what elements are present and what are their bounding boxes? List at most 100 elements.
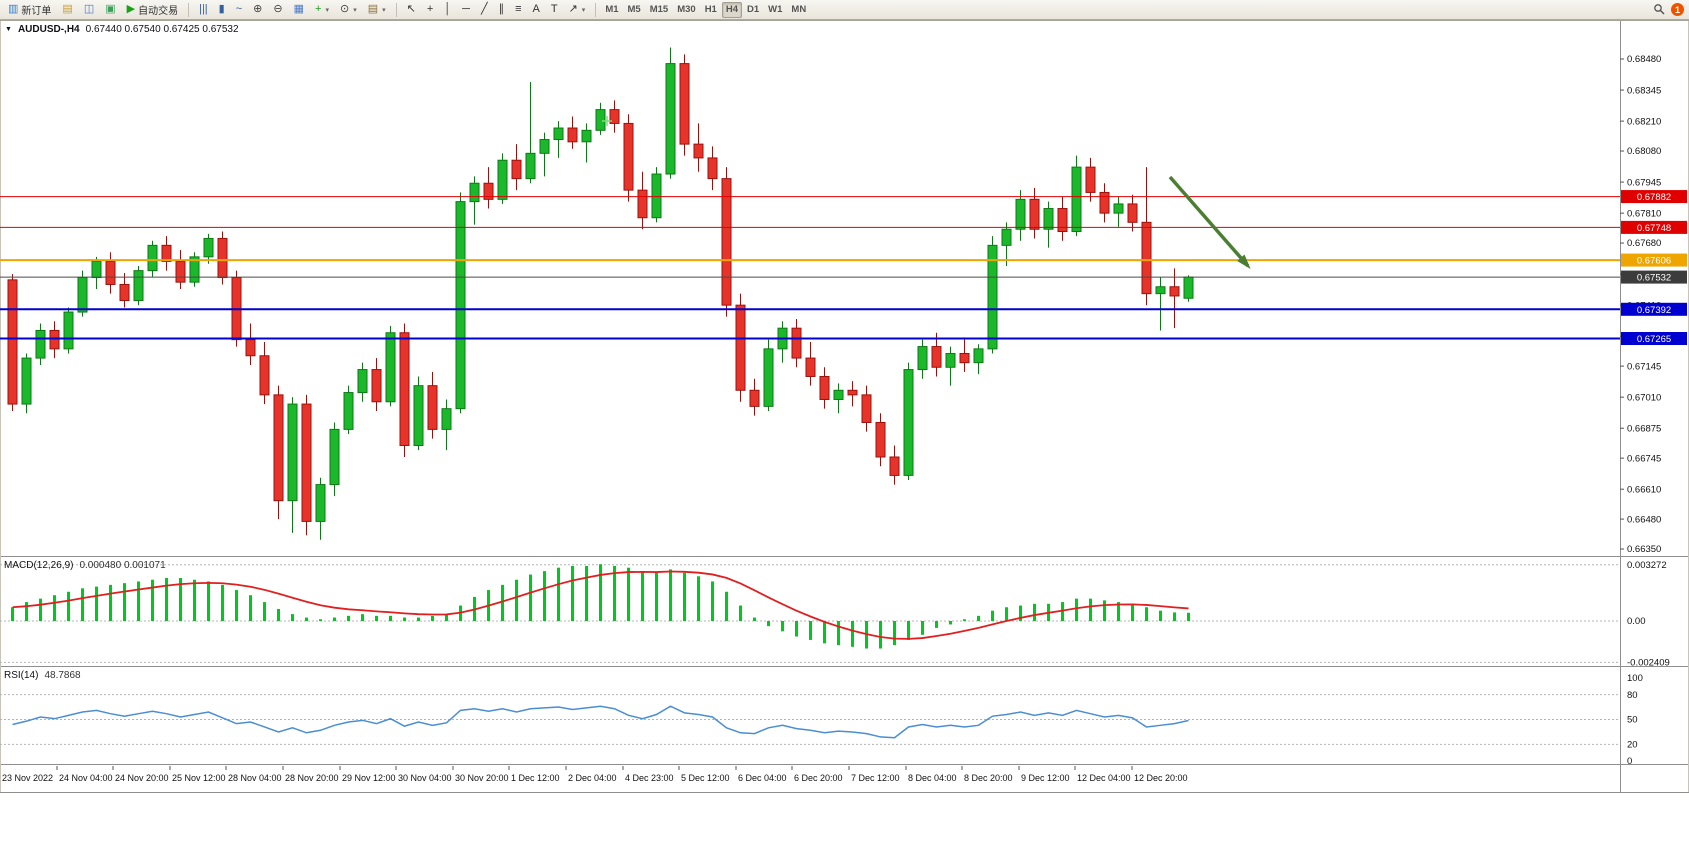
svg-text:0.67532: 0.67532 (1637, 273, 1671, 284)
templates-button[interactable]: ▤ ▾ (363, 2, 391, 18)
svg-text:12 Dec 04:00: 12 Dec 04:00 (1077, 773, 1131, 783)
tf-h1-button[interactable]: H1 (701, 2, 721, 18)
svg-text:0.67606: 0.67606 (1637, 256, 1671, 267)
toolbar-separator (188, 2, 190, 17)
tf-mn-button[interactable]: MN (787, 2, 810, 18)
tile-windows-button[interactable]: ▦ (289, 2, 309, 18)
downtrend-arrow[interactable] (1168, 175, 1251, 270)
svg-text:0.68480: 0.68480 (1627, 54, 1661, 65)
tf-m5-button-label: M5 (627, 4, 641, 15)
crosshair-button[interactable]: + (422, 2, 438, 18)
horizontal-line-button[interactable]: ─ (457, 2, 475, 18)
channel-icon: ∥ (498, 3, 505, 15)
svg-text:0.003272: 0.003272 (1627, 560, 1667, 571)
templates-icon: ▤ (367, 3, 379, 15)
zoom-in-icon: ⊕ (253, 3, 263, 15)
svg-text:8 Dec 20:00: 8 Dec 20:00 (964, 773, 1013, 783)
svg-text:6 Dec 20:00: 6 Dec 20:00 (794, 773, 843, 783)
zoom-out-button[interactable]: ⊖ (268, 2, 287, 18)
rsi-line (12, 705, 1189, 739)
price-tag-0.67882: 0.67882 (1621, 190, 1687, 204)
svg-text:80: 80 (1627, 690, 1638, 701)
svg-text:100: 100 (1627, 673, 1643, 684)
svg-text:30 Nov 04:00: 30 Nov 04:00 (398, 773, 452, 783)
zoom-out-icon: ⊖ (273, 3, 283, 15)
vertical-line-button[interactable]: │ (439, 2, 456, 18)
svg-text:7 Dec 12:00: 7 Dec 12:00 (851, 773, 900, 783)
svg-text:28 Nov 04:00: 28 Nov 04:00 (228, 773, 282, 783)
autotrading-icon: ▶ (126, 3, 136, 15)
candlestick-series[interactable] (7, 47, 1194, 540)
tf-d1-button-label: D1 (747, 4, 760, 15)
svg-text:9 Dec 12:00: 9 Dec 12:00 (1021, 773, 1070, 783)
indicators-button[interactable]: + ▾ (310, 2, 334, 18)
periods-button[interactable]: ⊙ ▾ (335, 2, 362, 18)
market-watch-icon-button[interactable]: ◫ (79, 2, 99, 18)
rsi-name: RSI(14) (4, 670, 39, 681)
charts-icon-icon: ▤ (62, 3, 73, 15)
tf-m15-button[interactable]: M15 (646, 2, 672, 18)
cursor-button[interactable]: ↖ (402, 2, 421, 18)
price-tag-0.67265: 0.67265 (1621, 332, 1687, 346)
trendline-button[interactable]: ╱ (476, 2, 493, 18)
rsi-label: RSI(14) 48.7868 (4, 670, 81, 681)
arrows-button[interactable]: ↗ ▾ (564, 2, 591, 18)
label-button[interactable]: T (546, 2, 563, 18)
arrows-dropdown-icon[interactable]: ▾ (581, 6, 586, 14)
svg-text:0: 0 (1627, 756, 1632, 767)
svg-text:0.66610: 0.66610 (1627, 484, 1661, 495)
tf-h4-button[interactable]: H4 (721, 1, 742, 18)
svg-text:50: 50 (1627, 715, 1638, 726)
svg-text:0.66745: 0.66745 (1627, 453, 1661, 464)
search-icon[interactable] (1653, 3, 1666, 16)
svg-text:20: 20 (1627, 740, 1638, 751)
zoom-in-button[interactable]: ⊕ (248, 2, 267, 18)
macd-name: MACD(12,26,9) (4, 560, 74, 571)
tf-d1-button[interactable]: D1 (743, 2, 763, 18)
svg-text:0.67748: 0.67748 (1637, 223, 1671, 234)
new-order-button[interactable]: ▥ 新订单 (3, 2, 56, 18)
svg-text:0.67145: 0.67145 (1627, 361, 1661, 372)
crosshair-icon: + (426, 3, 434, 15)
tf-m5-button[interactable]: M5 (624, 2, 645, 18)
navigator-icon-button[interactable]: ▣ (100, 2, 120, 18)
rsi-indicator: 100 80 50 20 0 (0, 673, 1643, 767)
svg-text:0.67265: 0.67265 (1637, 334, 1671, 345)
price-tag-0.67606: 0.67606 (1621, 253, 1687, 267)
tf-m30-button-label: M30 (677, 4, 696, 15)
rsi-value: 48.7868 (44, 670, 81, 681)
svg-text:0.68080: 0.68080 (1627, 146, 1661, 157)
horizontal-lines[interactable] (0, 196, 1620, 340)
candlestick-chart-button[interactable]: ▮ (214, 2, 230, 18)
channel-button[interactable]: ∥ (494, 2, 510, 18)
templates-dropdown-icon[interactable]: ▾ (382, 6, 386, 14)
periods-dropdown-icon[interactable]: ▾ (353, 6, 357, 14)
charts-icon-button[interactable]: ▤ (57, 2, 77, 18)
svg-text:1 Dec 12:00: 1 Dec 12:00 (511, 773, 560, 783)
text-button[interactable]: A (528, 2, 545, 18)
notification-badge[interactable]: 1 (1671, 3, 1684, 16)
svg-text:0.67680: 0.67680 (1627, 238, 1661, 249)
bar-chart-button[interactable]: ||| (194, 2, 213, 18)
indicators-dropdown-icon[interactable]: ▾ (325, 6, 329, 14)
bar-chart-icon: ||| (199, 3, 208, 15)
tf-m30-button[interactable]: M30 (673, 2, 699, 18)
symbol-collapse-icon[interactable]: ▼ (5, 26, 12, 33)
svg-text:30 Nov 20:00: 30 Nov 20:00 (455, 773, 509, 783)
plus-marker[interactable] (602, 116, 612, 126)
fibonacci-button[interactable]: ≡ (510, 2, 526, 18)
svg-text:6 Dec 04:00: 6 Dec 04:00 (738, 773, 787, 783)
periods-icon: ⊙ (339, 3, 350, 15)
autotrading-button[interactable]: ▶ 自动交易 (122, 2, 183, 18)
new-order-button-label: 新订单 (21, 6, 52, 17)
vertical-line-icon: │ (444, 3, 452, 15)
tf-w1-button[interactable]: W1 (764, 2, 786, 18)
macd-signal-line (12, 570, 1189, 640)
indicators-icon: + (315, 3, 322, 15)
tile-windows-icon: ▦ (293, 3, 305, 15)
svg-text:24 Nov 04:00: 24 Nov 04:00 (59, 773, 113, 783)
tf-m1-button[interactable]: M1 (601, 2, 622, 18)
tf-h4-button-label: H4 (725, 4, 738, 15)
line-chart-button[interactable]: ~ (231, 2, 247, 18)
